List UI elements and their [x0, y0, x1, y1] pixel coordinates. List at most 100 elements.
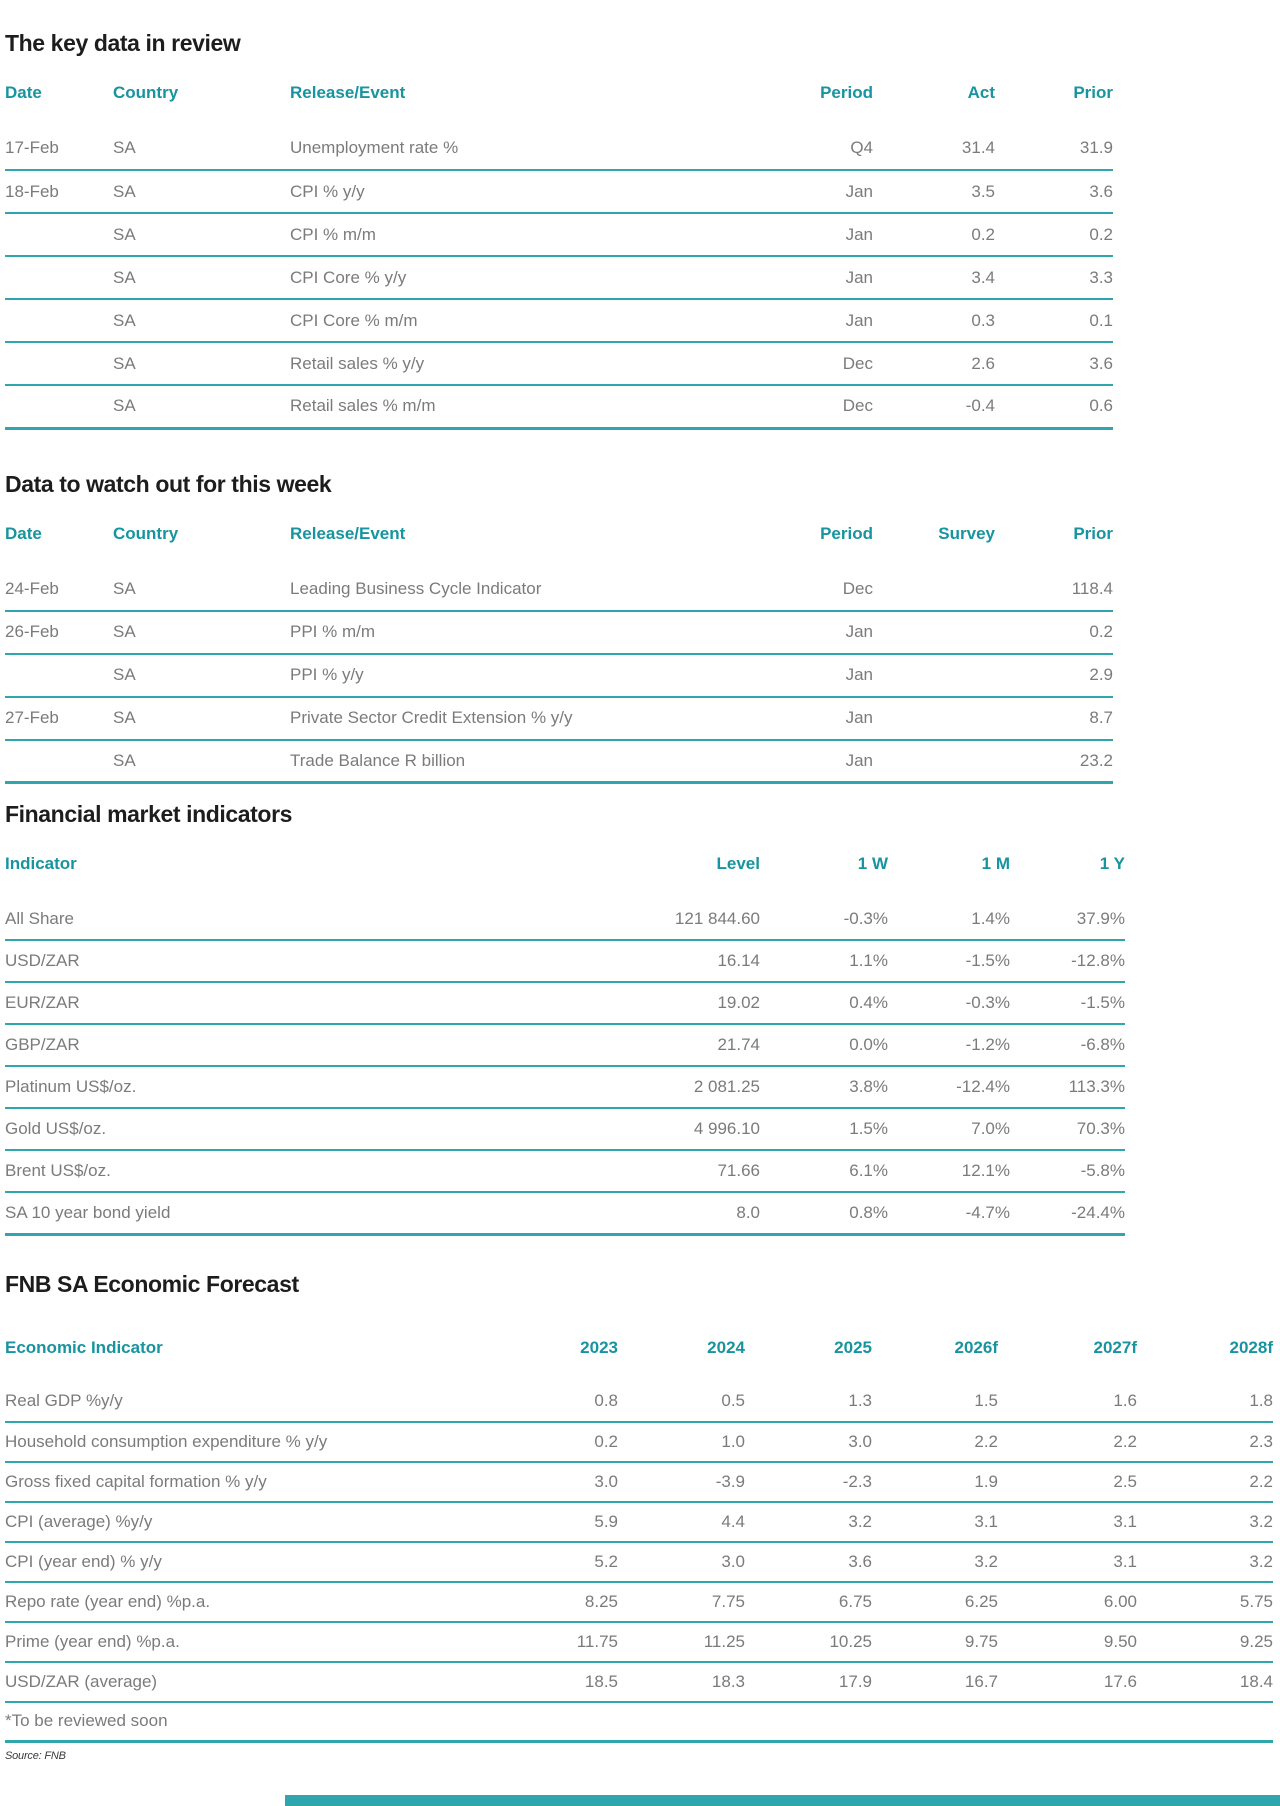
cell: 3.6 [995, 170, 1113, 214]
cell: 0.1 [995, 299, 1113, 343]
cell: 31.9 [995, 127, 1113, 171]
cell [873, 610, 995, 655]
cell: -5.8% [1010, 1150, 1125, 1193]
cell: 0.0% [760, 1024, 888, 1067]
data-to-watch-table: Date Country Release/Event Period Survey Prio… [5, 516, 1113, 784]
cell: 3.1 [998, 1541, 1137, 1583]
table-row: SA Trade Balance R billion Jan 23.2 [5, 739, 1113, 784]
column-header: 2027f [1093, 1337, 1137, 1357]
cell: 0.8% [760, 1192, 888, 1236]
cell: Jan [750, 739, 873, 784]
cell: 12.1% [888, 1150, 1010, 1193]
cell: CPI (year end) % y/y [5, 1541, 495, 1583]
cell: 3.0 [618, 1541, 745, 1583]
cell: 2 081.25 [565, 1066, 760, 1109]
table-row: Repo rate (year end) %p.a. 8.25 7.75 6.75 6.… [5, 1581, 1273, 1623]
cell: 3.2 [745, 1501, 872, 1543]
table-row: SA Retail sales % y/y Dec 2.6 3.6 [5, 342, 1113, 386]
column-header: 2028f [1229, 1337, 1273, 1357]
cell: 0.6 [995, 385, 1113, 430]
cell: Repo rate (year end) %p.a. [5, 1581, 495, 1623]
table-row: EUR/ZAR 19.02 0.4% -0.3% -1.5% [5, 982, 1125, 1025]
column-header: Indicator [5, 854, 77, 873]
cell: 17.9 [745, 1661, 872, 1703]
cell: 9.25 [1137, 1621, 1273, 1663]
cell: 1.3 [745, 1381, 872, 1423]
column-header: 1 M [981, 854, 1010, 873]
cell: 3.2 [1137, 1541, 1273, 1583]
cell: 9.75 [872, 1621, 998, 1663]
cell: -6.8% [1010, 1024, 1125, 1067]
column-header: 2025 [834, 1337, 872, 1357]
cell: 5.2 [495, 1541, 618, 1583]
cell: 3.8% [760, 1066, 888, 1109]
cell: -24.4% [1010, 1192, 1125, 1236]
column-header: Prior [1073, 83, 1113, 102]
cell: 1.6 [998, 1381, 1137, 1423]
table-row: 24-Feb SA Leading Business Cycle Indicator… [5, 567, 1113, 612]
table-row: SA Retail sales % m/m Dec -0.4 0.6 [5, 385, 1113, 430]
table-row: 18-Feb SA CPI % y/y Jan 3.5 3.6 [5, 170, 1113, 214]
column-header: Date [5, 83, 42, 102]
cell: 0.4% [760, 982, 888, 1025]
cell: USD/ZAR [5, 940, 565, 983]
cell: 18.5 [495, 1661, 618, 1703]
column-header: Economic Indicator [5, 1337, 163, 1357]
table-row: SA CPI % m/m Jan 0.2 0.2 [5, 213, 1113, 257]
cell: 2.3 [1137, 1421, 1273, 1463]
cell: 8.0 [565, 1192, 760, 1236]
cell: Platinum US$/oz. [5, 1066, 565, 1109]
cell: Leading Business Cycle Indicator [290, 567, 750, 612]
cell: 6.00 [998, 1581, 1137, 1623]
table-row: SA PPI % y/y Jan 2.9 [5, 653, 1113, 698]
cell: 18.4 [1137, 1661, 1273, 1703]
table-row: USD/ZAR (average) 18.5 18.3 17.9 16.7 17.6 18.… [5, 1661, 1273, 1703]
cell [873, 696, 995, 741]
section-financial-market-indicators: Financial market indicators Indicator Lev… [5, 801, 1274, 1236]
cell: 1.9 [872, 1461, 998, 1503]
cell: 5.75 [1137, 1581, 1273, 1623]
section-key-data-in-review: The key data in review Date Country Releas… [5, 30, 1274, 430]
column-header: 2026f [954, 1337, 998, 1357]
column-header: Release/Event [290, 523, 406, 543]
cell: 16.14 [565, 940, 760, 983]
table-row: All Share 121 844.60 -0.3% 1.4% 37.9% [5, 898, 1125, 941]
cell: 3.4 [873, 256, 995, 300]
cell: SA [113, 739, 290, 784]
cell: 7.0% [888, 1108, 1010, 1151]
column-header: Level [716, 854, 760, 873]
cell: Unemployment rate % [290, 127, 750, 171]
cell: 5.9 [495, 1501, 618, 1543]
cell: Dec [750, 342, 873, 386]
cell: 2.2 [998, 1421, 1137, 1463]
cell: 3.5 [873, 170, 995, 214]
cell: -0.3% [888, 982, 1010, 1025]
cell [5, 342, 113, 386]
cell: 6.75 [745, 1581, 872, 1623]
cell: 0.3 [873, 299, 995, 343]
cell: 2.9 [995, 653, 1113, 698]
cell: SA [113, 256, 290, 300]
column-header: Prior [1073, 523, 1113, 543]
cell: Real GDP %y/y [5, 1381, 495, 1423]
cell: 1.5% [760, 1108, 888, 1151]
cell: 37.9% [1010, 898, 1125, 941]
table-row: CPI (average) %y/y 5.9 4.4 3.2 3.1 3.1 3.2 [5, 1501, 1273, 1543]
cell: 113.3% [1010, 1066, 1125, 1109]
cell: 18.3 [618, 1661, 745, 1703]
cell: 6.1% [760, 1150, 888, 1193]
cell: 3.6 [995, 342, 1113, 386]
table-row: USD/ZAR 16.14 1.1% -1.5% -12.8% [5, 940, 1125, 983]
cell [5, 256, 113, 300]
cell [5, 299, 113, 343]
table-row: SA CPI Core % m/m Jan 0.3 0.1 [5, 299, 1113, 343]
cell: SA [113, 170, 290, 214]
table-row: 17-Feb SA Unemployment rate % Q4 31.4 31.9 [5, 127, 1113, 171]
cell [5, 385, 113, 430]
cell: -1.2% [888, 1024, 1010, 1067]
cell: All Share [5, 898, 565, 941]
table-row: Household consumption expenditure % y/y 0… [5, 1421, 1273, 1463]
cell [5, 653, 113, 698]
cell: 2.5 [998, 1461, 1137, 1503]
cell: Brent US$/oz. [5, 1150, 565, 1193]
